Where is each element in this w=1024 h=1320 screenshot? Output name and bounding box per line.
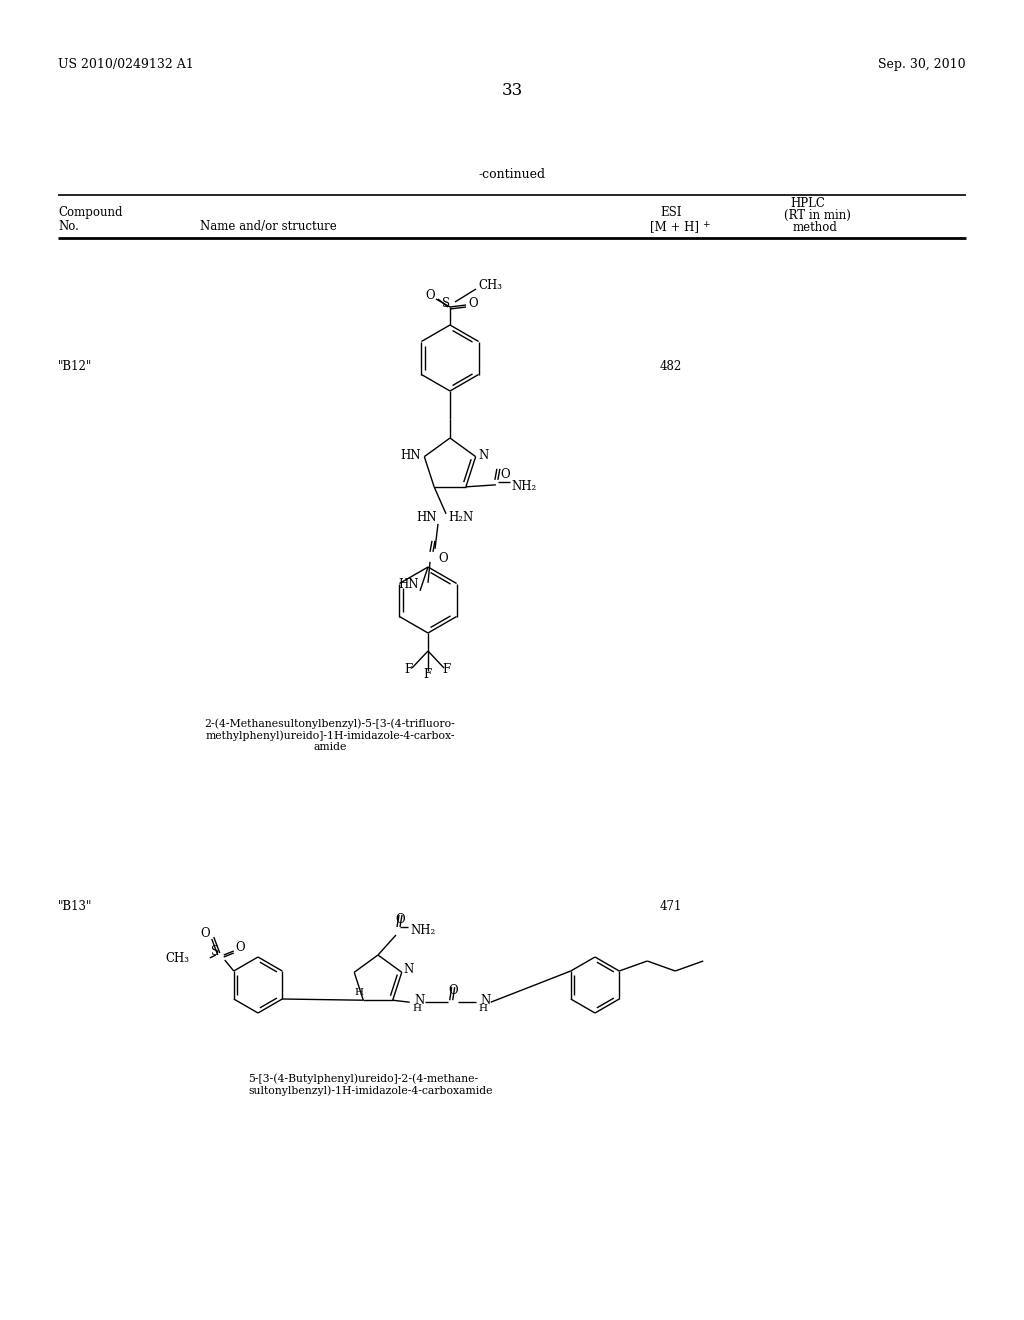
Text: N: N [415,994,425,1007]
Text: -continued: -continued [478,168,546,181]
Text: H: H [413,1005,422,1014]
Text: F: F [442,663,451,676]
Text: 2-(4-Methanesultonylbenzyl)-5-[3-(4-trifluoro-
methylphenyl)ureido]-1H-imidazole: 2-(4-Methanesultonylbenzyl)-5-[3-(4-trif… [205,718,456,752]
Text: O: O [236,941,246,954]
Text: O: O [425,289,435,302]
Text: HPLC: HPLC [790,197,825,210]
Text: H: H [478,1005,487,1014]
Text: N: N [478,449,488,462]
Text: HN: HN [416,511,436,524]
Text: CH₃: CH₃ [166,952,189,965]
Text: [M + H]: [M + H] [650,220,699,234]
Text: "B13": "B13" [58,900,92,913]
Text: N: N [480,994,490,1007]
Text: S: S [211,945,219,958]
Text: ESI: ESI [660,206,682,219]
Text: O: O [200,927,210,940]
Text: N: N [403,964,414,977]
Text: NH₂: NH₂ [512,480,538,492]
Text: Sep. 30, 2010: Sep. 30, 2010 [879,58,966,71]
Text: H: H [354,989,364,997]
Text: F: F [404,663,413,676]
Text: HN: HN [400,449,421,462]
Text: S: S [442,297,451,310]
Text: O: O [438,552,447,565]
Text: NH₂: NH₂ [410,924,435,937]
Text: 5-[3-(4-Butylphenyl)ureido]-2-(4-methane-
sultonylbenzyl)-1H-imidazole-4-carboxa: 5-[3-(4-Butylphenyl)ureido]-2-(4-methane… [248,1073,493,1096]
Text: +: + [702,220,710,228]
Text: "B12": "B12" [58,360,92,374]
Text: O: O [501,467,511,480]
Text: O: O [468,297,477,310]
Text: US 2010/0249132 A1: US 2010/0249132 A1 [58,58,194,71]
Text: O: O [395,913,404,927]
Text: 471: 471 [660,900,682,913]
Text: method: method [793,220,838,234]
Text: H₂N: H₂N [449,511,473,524]
Text: Name and/or structure: Name and/or structure [200,220,337,234]
Text: HN: HN [398,578,419,591]
Text: No.: No. [58,220,79,234]
Text: 33: 33 [502,82,522,99]
Text: F: F [423,668,431,681]
Text: (RT in min): (RT in min) [784,209,851,222]
Text: O: O [447,985,458,997]
Text: CH₃: CH₃ [478,279,502,292]
Text: Compound: Compound [58,206,123,219]
Text: 482: 482 [660,360,682,374]
